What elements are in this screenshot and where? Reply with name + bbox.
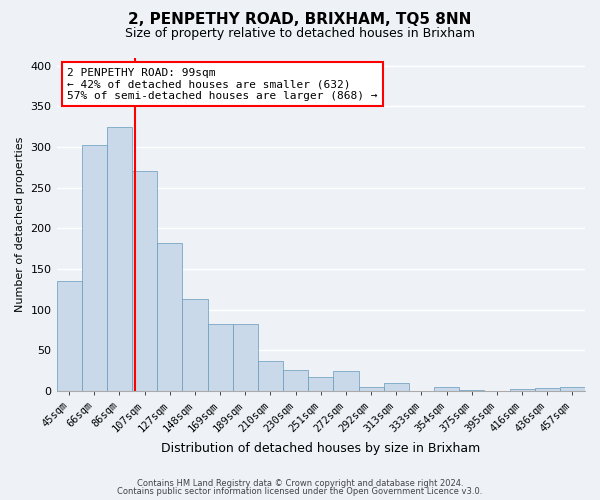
Bar — [334, 370, 359, 391]
Text: 2, PENPETHY ROAD, BRIXHAM, TQ5 8NN: 2, PENPETHY ROAD, BRIXHAM, TQ5 8NN — [128, 12, 472, 28]
Bar — [208, 324, 233, 391]
Bar — [258, 361, 283, 391]
Text: Contains public sector information licensed under the Open Government Licence v3: Contains public sector information licen… — [118, 487, 482, 496]
Bar — [132, 172, 157, 391]
Bar — [459, 390, 484, 391]
Bar — [359, 387, 383, 391]
Bar — [107, 126, 132, 391]
Y-axis label: Number of detached properties: Number of detached properties — [15, 136, 25, 312]
Bar — [157, 243, 182, 391]
Bar — [535, 388, 560, 391]
Text: 2 PENPETHY ROAD: 99sqm
← 42% of detached houses are smaller (632)
57% of semi-de: 2 PENPETHY ROAD: 99sqm ← 42% of detached… — [67, 68, 377, 100]
Bar — [82, 146, 107, 391]
Bar — [509, 388, 535, 391]
Bar — [283, 370, 308, 391]
Bar — [560, 387, 585, 391]
X-axis label: Distribution of detached houses by size in Brixham: Distribution of detached houses by size … — [161, 442, 481, 455]
Text: Size of property relative to detached houses in Brixham: Size of property relative to detached ho… — [125, 28, 475, 40]
Text: Contains HM Land Registry data © Crown copyright and database right 2024.: Contains HM Land Registry data © Crown c… — [137, 478, 463, 488]
Bar — [56, 281, 82, 391]
Bar — [308, 377, 334, 391]
Bar — [233, 324, 258, 391]
Bar — [383, 383, 409, 391]
Bar — [182, 299, 208, 391]
Bar — [434, 387, 459, 391]
